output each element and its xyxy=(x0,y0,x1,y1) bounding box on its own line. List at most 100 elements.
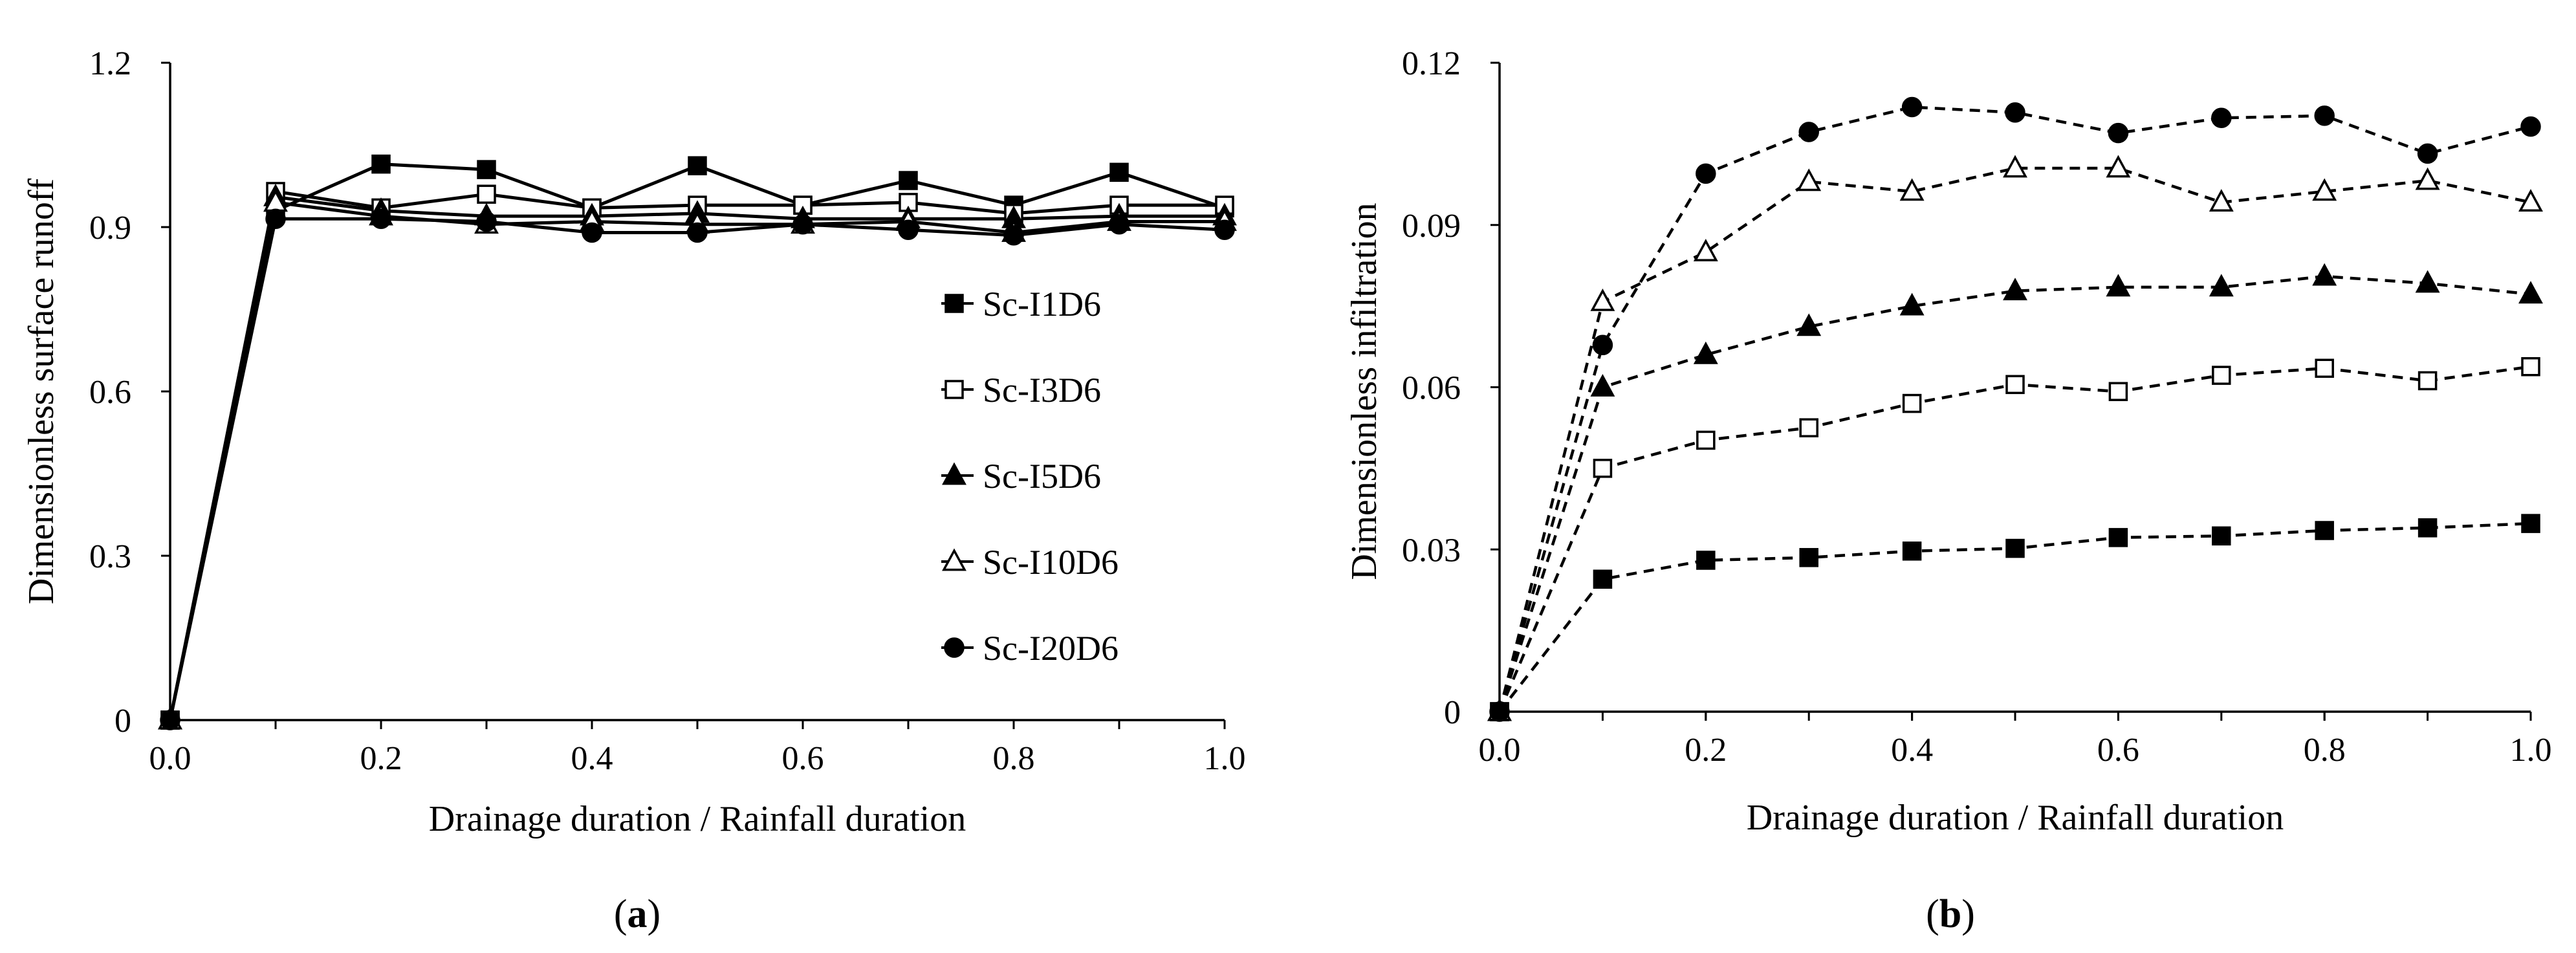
panel-b-x-tick-label: 1.0 xyxy=(2510,732,2552,769)
legend-marker xyxy=(942,462,966,485)
legend-label: Sc-I1D6 xyxy=(983,285,1101,323)
panel-b-point-sc-i3d6 xyxy=(1593,459,1613,478)
panel-b-y-tick-label: 0.09 xyxy=(1402,208,1461,245)
panel-b-infiltration: 0.0 0.2 0.4 0.6 0.8 1.0 0 0.03 0.06 0.09 0.12 Drai… xyxy=(1344,45,2552,936)
panel-a-y-axis-label: Dimensionless surface runoff xyxy=(21,178,61,604)
panel-b-x-axis-label: Drainage duration / Rainfall duration xyxy=(1747,798,2284,838)
panel-a-point-sc-i20d6 xyxy=(1109,214,1130,235)
panel-b-point-sc-i10d6 xyxy=(2209,189,2234,212)
panel-a-point-sc-i3d6 xyxy=(477,184,496,204)
panel-b-point-sc-i20d6 xyxy=(1696,163,1716,184)
panel-b-point-sc-i5d6 xyxy=(1899,292,1925,316)
panel-a-point-sc-i20d6 xyxy=(898,219,919,240)
panel-b-x-tick-label: 0.4 xyxy=(1891,732,1933,769)
panel-b-point-sc-i20d6 xyxy=(1798,122,1819,142)
panel-b-point-sc-i10d6 xyxy=(1590,288,1615,311)
panel-b-point-sc-i10d6 xyxy=(2003,155,2027,178)
panel-b-point-sc-i1d6 xyxy=(1593,569,1613,589)
panel-b-series-line-sc-i10d6 xyxy=(1498,166,2531,712)
panel-b-point-sc-i1d6 xyxy=(2212,526,2231,546)
panel-b-point-sc-i1d6 xyxy=(2521,514,2540,533)
panel-a-x-axis-label: Drainage duration / Rainfall duration xyxy=(429,799,966,839)
panel-b-point-sc-i20d6 xyxy=(1901,96,1923,118)
panel-b-letter: b xyxy=(1939,892,1961,936)
panel-b-point-sc-i5d6 xyxy=(1590,374,1615,397)
legend-marker xyxy=(944,637,965,658)
panel-b-y-tick-label: 0.03 xyxy=(1402,532,1461,569)
panel-b-point-sc-i1d6 xyxy=(2418,518,2438,538)
panel-b-y-axis-label: Dimensionless infiltration xyxy=(1344,203,1384,580)
panel-b-point-sc-i5d6 xyxy=(2518,281,2543,304)
legend-marker xyxy=(944,380,964,399)
panel-b-point-sc-i20d6 xyxy=(1592,334,1613,356)
panel-b-point-sc-i10d6 xyxy=(1899,178,1925,201)
panel-a-point-sc-i20d6 xyxy=(687,222,708,243)
panel-b-x-tick-label: 0.0 xyxy=(1479,732,1521,769)
panel-b-point-sc-i5d6 xyxy=(2209,274,2234,297)
panel-b-point-sc-i10d6 xyxy=(2415,167,2440,190)
panel-b-point-sc-i3d6 xyxy=(2108,382,2128,401)
panel-b-point-sc-i20d6 xyxy=(1489,701,1510,722)
panel-a-point-sc-i20d6 xyxy=(792,214,813,235)
panel-a-y-tick-label: 0 xyxy=(115,703,131,739)
panel-b-point-sc-i1d6 xyxy=(1902,542,1922,561)
panel-a-point-sc-i1d6 xyxy=(899,171,918,190)
panel-b-point-sc-i5d6 xyxy=(2415,270,2440,293)
panel-b-point-sc-i3d6 xyxy=(2418,371,2438,391)
legend-item-sc-i10d6: Sc-I10D6 xyxy=(941,543,1119,582)
panel-b-point-sc-i10d6 xyxy=(2106,155,2131,178)
panel-b-label: (b) xyxy=(1926,892,1975,936)
legend-label: Sc-I5D6 xyxy=(983,457,1101,496)
panel-b-point-sc-i5d6 xyxy=(1796,313,1822,336)
legend-marker xyxy=(944,294,964,313)
panel-b-point-sc-i3d6 xyxy=(2521,356,2540,377)
panel-a-y-tick-label: 0.3 xyxy=(89,538,131,575)
legend-item-sc-i20d6: Sc-I20D6 xyxy=(941,629,1119,668)
panel-b-point-sc-i10d6 xyxy=(2518,189,2543,212)
legend-label: Sc-I20D6 xyxy=(983,629,1119,668)
panel-a-surface-runoff: 0.0 0.2 0.4 0.6 0.8 1.0 0 0.3 0.6 0.9 1.2 Sc-I1D6 S… xyxy=(21,45,1246,936)
panel-b-point-sc-i5d6 xyxy=(2106,274,2131,297)
legend-item-sc-i3d6: Sc-I3D6 xyxy=(941,371,1101,410)
panel-b-point-sc-i10d6 xyxy=(1693,239,1718,261)
panel-a-point-sc-i1d6 xyxy=(1109,162,1129,182)
panel-a-y-tick-label: 1.2 xyxy=(89,45,131,82)
legend-label: Sc-I10D6 xyxy=(983,543,1119,582)
panel-a-point-sc-i1d6 xyxy=(371,154,391,174)
legend-item-sc-i1d6: Sc-I1D6 xyxy=(941,285,1101,323)
panel-a-point-sc-i20d6 xyxy=(1214,219,1235,240)
panel-b-point-sc-i3d6 xyxy=(2212,366,2231,385)
panel-a-letter: a xyxy=(628,892,648,936)
panel-b-point-sc-i1d6 xyxy=(1696,551,1716,570)
panel-a-x-tick-label: 0.2 xyxy=(360,740,402,777)
panel-b-y-tick-label: 0.12 xyxy=(1402,45,1461,82)
panel-a-point-sc-i20d6 xyxy=(476,211,497,232)
panel-b-point-sc-i20d6 xyxy=(2108,122,2129,144)
panel-b-point-sc-i3d6 xyxy=(2005,375,2025,395)
panel-b-point-sc-i1d6 xyxy=(2005,538,2025,558)
panel-a-x-tick-label: 0.4 xyxy=(571,740,613,777)
panel-b-point-sc-i1d6 xyxy=(2108,528,2128,547)
panel-b-x-tick-label: 0.6 xyxy=(2097,732,2139,769)
panel-b-point-sc-i1d6 xyxy=(2315,521,2334,540)
panel-b-x-tick-label: 0.2 xyxy=(1685,732,1727,769)
panel-a-x-tick-label: 0.0 xyxy=(149,740,191,777)
panel-a-y-tick-label: 0.6 xyxy=(89,374,131,411)
panel-b-point-sc-i5d6 xyxy=(1693,341,1718,364)
panel-a-label: (a) xyxy=(614,892,660,936)
panel-a-x-tick-label: 0.6 xyxy=(782,740,824,777)
panel-b-point-sc-i20d6 xyxy=(2314,105,2335,126)
panel-b-point-sc-i5d6 xyxy=(2312,263,2337,286)
panel-b-x-tick-label: 0.8 xyxy=(2304,732,2346,769)
panel-b-point-sc-i20d6 xyxy=(2211,107,2232,129)
panel-b-point-sc-i20d6 xyxy=(2005,102,2025,123)
panel-b-point-sc-i3d6 xyxy=(1696,430,1716,450)
panel-b-point-sc-i3d6 xyxy=(1799,418,1818,437)
panel-b-y-tick-label: 0.06 xyxy=(1402,370,1461,407)
panel-a-point-sc-i20d6 xyxy=(160,710,180,730)
panel-b-point-sc-i5d6 xyxy=(2003,278,2027,301)
panel-a-point-sc-i20d6 xyxy=(371,208,391,230)
panel-a-y-tick-label: 0.9 xyxy=(89,210,131,246)
panel-a-x-tick-label: 0.8 xyxy=(993,740,1035,777)
